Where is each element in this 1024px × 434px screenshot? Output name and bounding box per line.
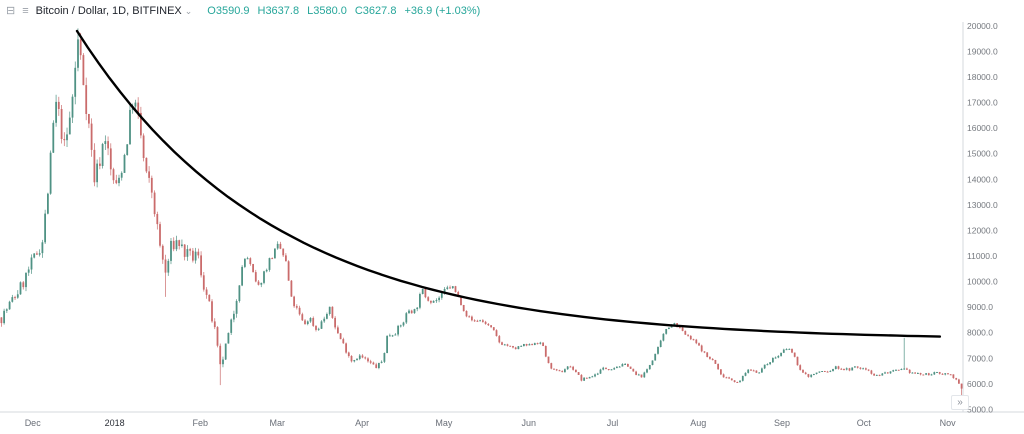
scroll-to-realtime-button[interactable]: »: [951, 395, 969, 410]
time-tick-label: Sep: [774, 418, 790, 428]
ohlc-close: C3627.8: [354, 5, 397, 17]
candlestick-series: [0, 28, 963, 396]
time-tick-label: Mar: [270, 418, 286, 428]
time-tick-label: Aug: [690, 418, 706, 428]
menu-icon[interactable]: ≡: [22, 4, 29, 17]
price-tick-label: 19000.0: [967, 46, 998, 56]
symbol-dropdown-caret-icon[interactable]: ⌄: [184, 5, 193, 16]
trend-curve: [75, 29, 942, 338]
price-tick-label: 7000.0: [967, 353, 993, 363]
time-tick-label: 2018: [105, 418, 125, 428]
ohlc-open: O3590.9: [207, 5, 250, 17]
time-tick-label: Feb: [193, 418, 209, 428]
price-tick-label: 20000.0: [967, 21, 998, 31]
ohlc-readout: O3590.9 H3637.8 L3580.0 C3627.8 +36.9 (+…: [207, 5, 480, 17]
ohlc-change: +36.9 (+1.03%): [404, 5, 481, 17]
price-axis[interactable]: 20000.0 19000.0 18000.0 17000.0 16000.0 15000…: [967, 21, 998, 415]
ohlc-low: L3580.0: [307, 5, 347, 17]
price-tick-label: 16000.0: [967, 123, 998, 133]
price-tick-label: 14000.0: [967, 174, 998, 184]
price-tick-label: 17000.0: [967, 98, 998, 108]
price-tick-label: 8000.0: [967, 328, 993, 338]
time-axis[interactable]: Dec 2018 Feb Mar Apr May Jun Jul Aug Sep Oct Nov: [25, 418, 956, 428]
price-tick-label: 9000.0: [967, 302, 993, 312]
time-tick-label: May: [435, 418, 453, 428]
chart-header: ⊟ ≡ Bitcoin / Dollar, 1D, BITFINEX ⌄ O35…: [0, 0, 1024, 22]
time-tick-label: Apr: [355, 418, 369, 428]
panel-toggle-icon[interactable]: ⊟: [6, 4, 16, 17]
time-tick-label: Oct: [857, 418, 872, 428]
time-tick-label: Dec: [25, 418, 42, 428]
time-tick-label: Jun: [521, 418, 536, 428]
price-tick-label: 6000.0: [967, 379, 993, 389]
price-tick-label: 15000.0: [967, 149, 998, 159]
price-tick-label: 10000.0: [967, 277, 998, 287]
time-tick-label: Jul: [607, 418, 619, 428]
time-tick-label: Nov: [940, 418, 957, 428]
price-tick-label: 12000.0: [967, 225, 998, 235]
ohlc-high: H3637.8: [257, 5, 300, 17]
price-tick-label: 13000.0: [967, 200, 998, 210]
price-tick-label: 11000.0: [967, 251, 997, 261]
price-tick-label: 18000.0: [967, 72, 998, 82]
price-tick-label: 5000.0: [967, 404, 993, 414]
symbol-title[interactable]: Bitcoin / Dollar, 1D, BITFINEX: [35, 5, 182, 17]
